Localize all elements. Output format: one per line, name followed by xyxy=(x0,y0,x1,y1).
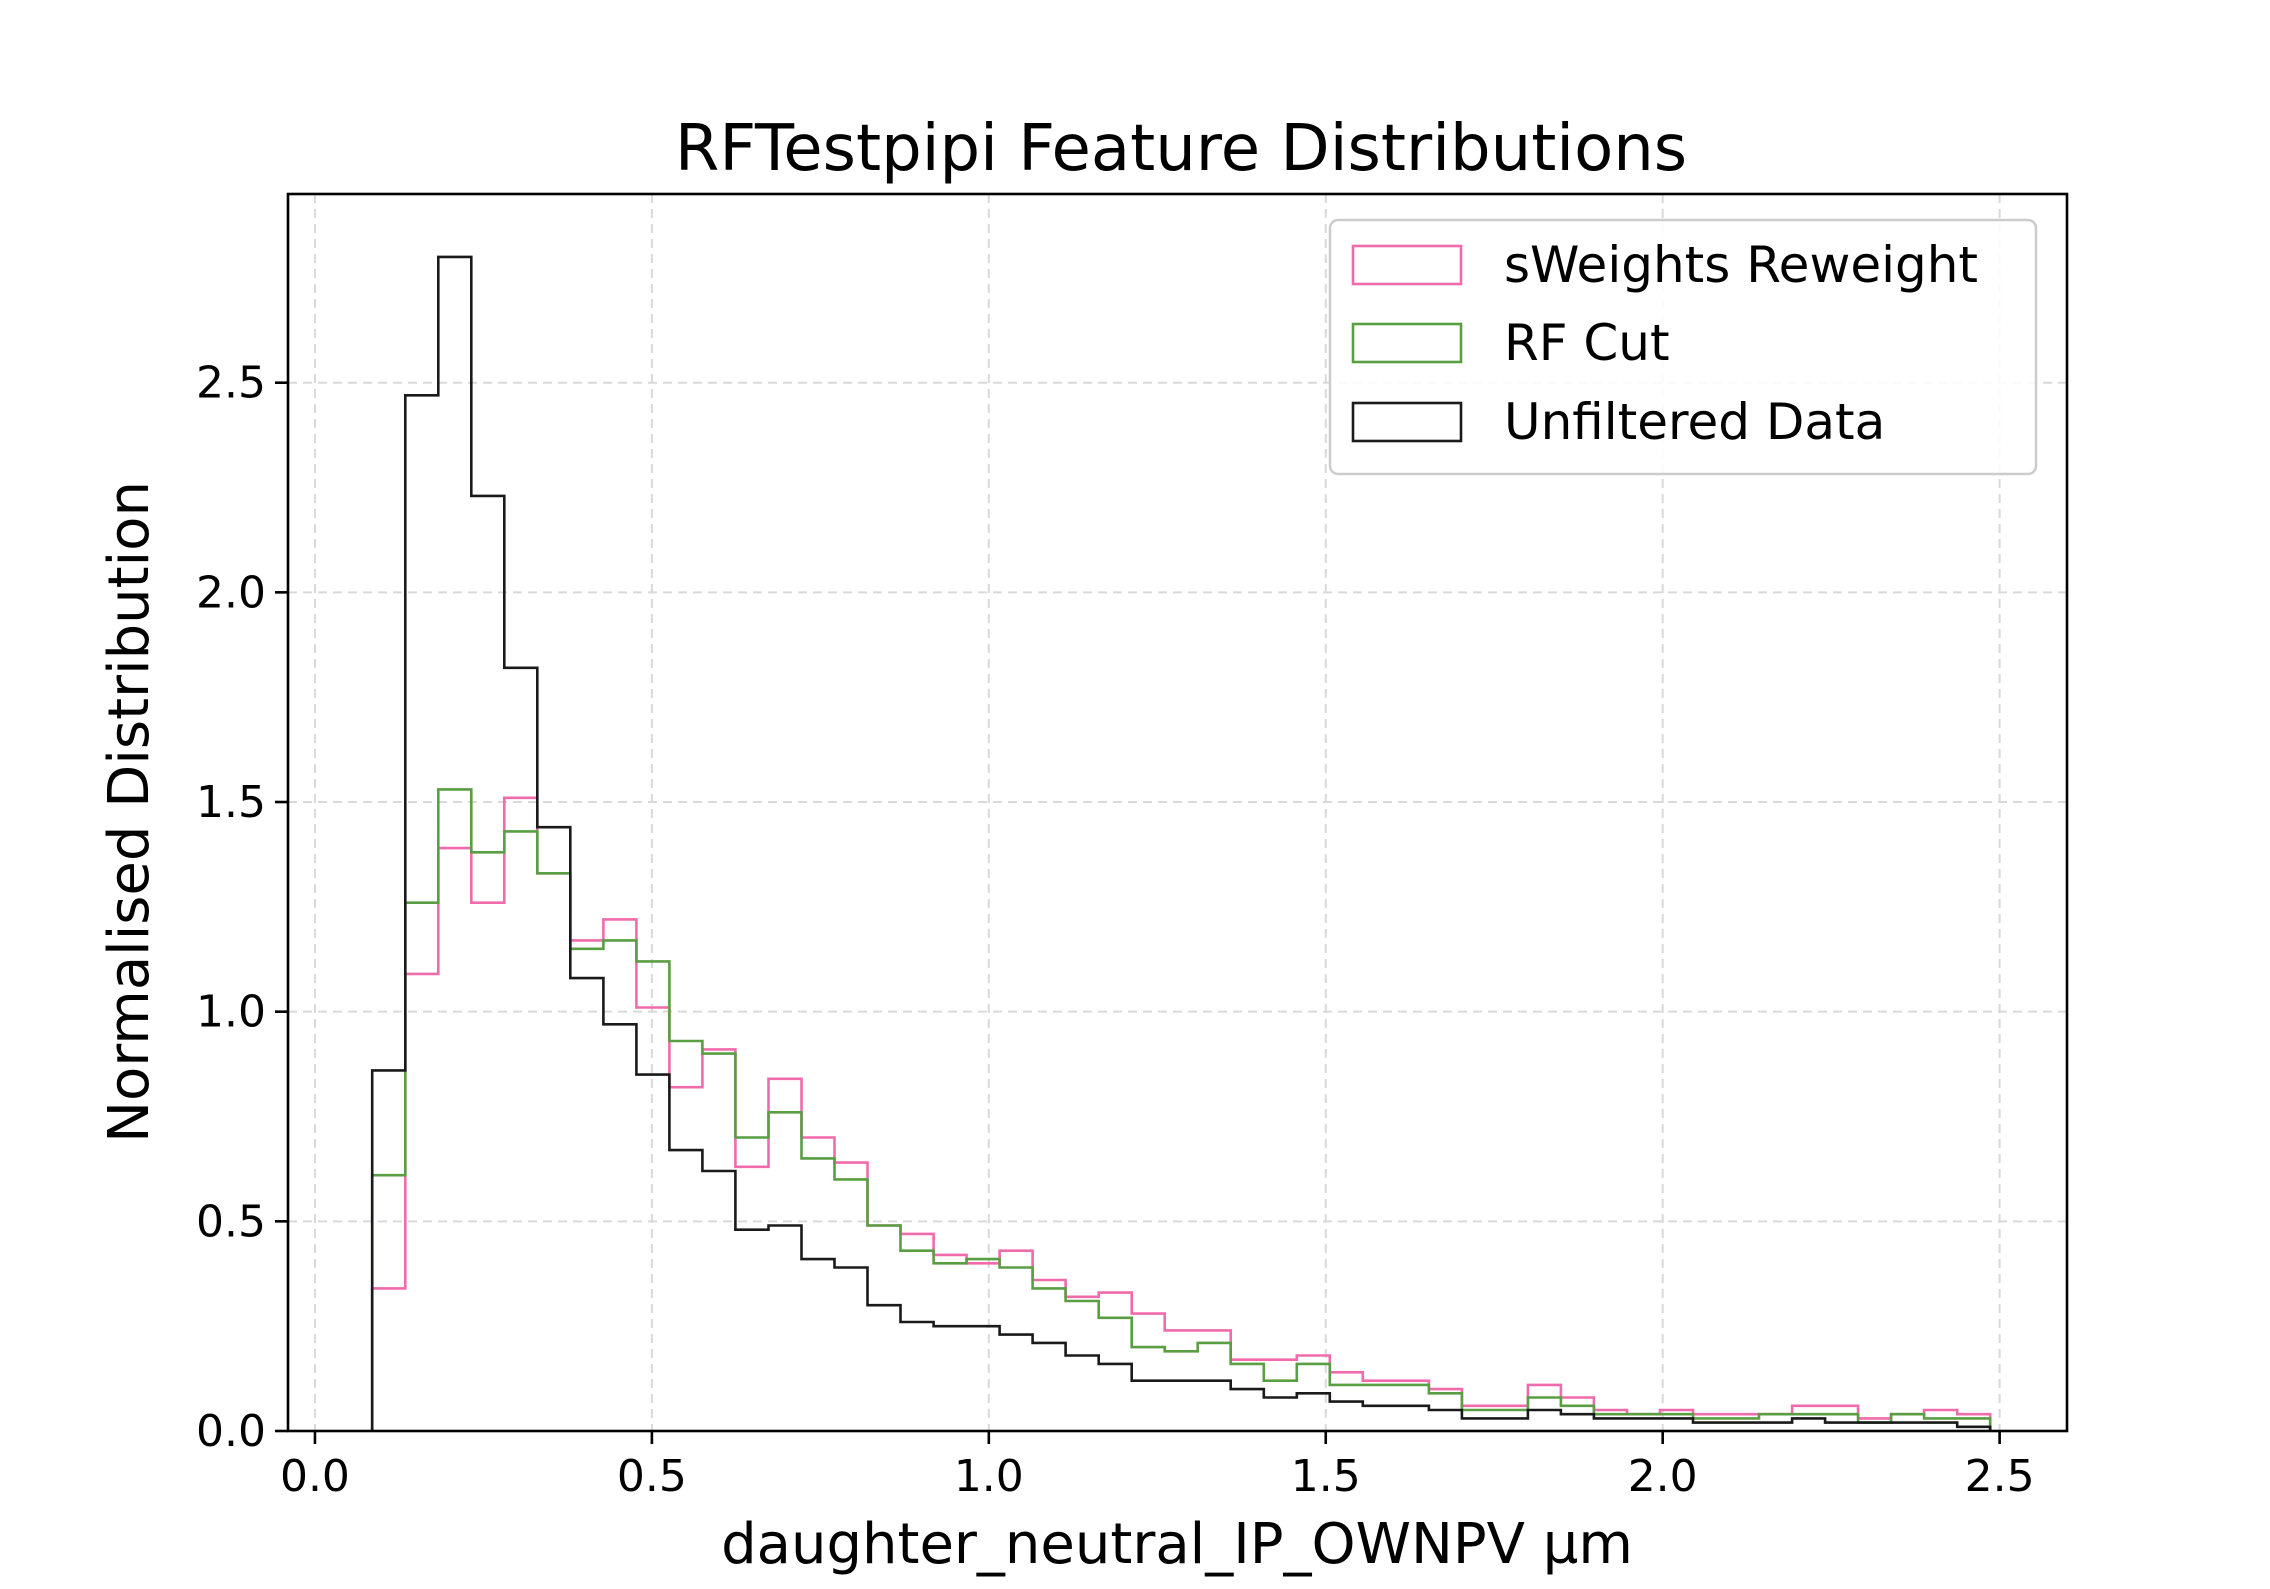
x-axis-ticks: 0.0 0.5 1.0 1.5 2.0 2.5 xyxy=(280,1431,2035,1502)
y-tick-label-1: 0.5 xyxy=(196,1196,266,1247)
histogram-series-rf-cut xyxy=(370,788,1992,1431)
x-axis-label: daughter_neutral_IP_OWNPV µm xyxy=(721,1512,1633,1577)
x-tick-label-2: 1.0 xyxy=(954,1451,1024,1502)
y-tick-label-5: 2.5 xyxy=(196,358,266,409)
plot-frame xyxy=(286,192,2069,1433)
series-layer xyxy=(370,255,1992,1431)
legend-label-rf-cut: RF Cut xyxy=(1504,314,1670,372)
y-tick-label-0: 0.0 xyxy=(196,1406,266,1457)
y-axis-label: Normalised Distribution xyxy=(97,481,162,1143)
y-tick-label-3: 1.5 xyxy=(196,777,266,828)
x-tick-label-1: 0.5 xyxy=(617,1451,687,1502)
histogram-series-sweights-reweight xyxy=(370,796,1992,1431)
legend-box xyxy=(1328,218,2038,476)
x-tick-label-0: 0.0 xyxy=(280,1451,350,1502)
y-axis-ticks: 0.0 0.5 1.0 1.5 2.0 2.5 xyxy=(196,358,288,1457)
legend-swatch-rf-cut xyxy=(1351,322,1463,364)
histogram-series-unfiltered-data xyxy=(370,255,1992,1431)
chart-title: RFTestpipi Feature Distributions xyxy=(675,112,1687,186)
legend-label-sweights: sWeights Reweight xyxy=(1504,236,1978,294)
y-tick-label-4: 2.0 xyxy=(196,567,266,618)
legend-swatch-unfiltered xyxy=(1351,401,1463,443)
y-tick-label-2: 1.0 xyxy=(196,987,266,1038)
x-tick-label-3: 1.5 xyxy=(1291,1451,1361,1502)
x-tick-label-5: 2.5 xyxy=(1965,1451,2035,1502)
x-tick-label-4: 2.0 xyxy=(1628,1451,1698,1502)
legend: sWeights Reweight RF Cut Unfiltered Data xyxy=(1328,218,2038,476)
legend-label-unfiltered: Unfiltered Data xyxy=(1504,393,1885,451)
legend-swatch-sweights xyxy=(1351,244,1463,286)
